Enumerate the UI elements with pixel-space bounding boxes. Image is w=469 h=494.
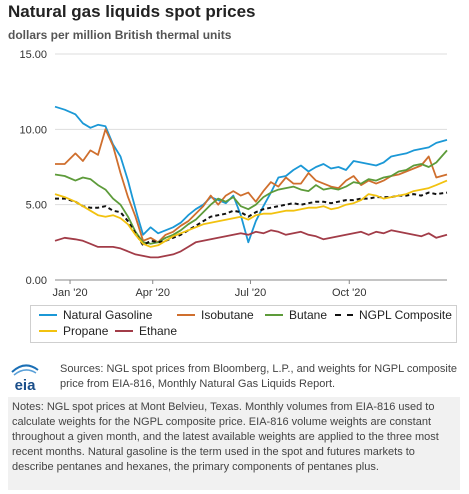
chart-subtitle: dollars per million British thermal unit…	[8, 28, 232, 42]
legend-swatch-ethane	[115, 330, 133, 332]
legend-swatch-natural-gasoline	[39, 314, 57, 316]
sources-text: Sources: NGL spot prices from Bloomberg,…	[60, 363, 457, 390]
eia-logo-text: eia	[15, 377, 37, 394]
x-tick-label: Jul '20	[235, 287, 266, 299]
x-tick-label: Oct '20	[332, 287, 367, 299]
chart-legend: Natural Gasoline Isobutane Butane NGPL C…	[30, 305, 457, 343]
legend-item-isobutane: Isobutane	[177, 308, 254, 322]
notes-text: Notes: NGL spot prices at Mont Belvieu, …	[8, 397, 460, 490]
legend-label-propane: Propane	[63, 324, 109, 338]
legend-item-natural-gasoline: Natural Gasoline	[39, 308, 152, 322]
y-tick-label: 5.00	[26, 200, 47, 212]
line-chart: 0.00 5.00 10.00 15.00 Jan '20 Apr '20 Jul '20 O…	[19, 49, 448, 299]
y-tick-label: 0.00	[26, 275, 47, 287]
legend-label-butane: Butane	[289, 308, 328, 322]
legend-swatch-butane	[265, 314, 283, 316]
legend-swatch-propane	[39, 330, 57, 332]
legend-label-ngpl-composite: NGPL Composite	[359, 308, 452, 322]
legend-swatch-isobutane	[177, 314, 195, 316]
legend-label-ethane: Ethane	[139, 324, 178, 338]
legend-item-ethane: Ethane	[115, 324, 177, 338]
legend-item-propane: Propane	[39, 324, 108, 338]
y-tick-label: 15.00	[19, 49, 47, 61]
series-line-butane	[54, 149, 448, 245]
x-tick-label: Apr '20	[135, 287, 170, 299]
x-tick-label: Jan '20	[52, 287, 87, 299]
series-line-propane	[54, 179, 448, 248]
chart-title: Natural gas liquids spot prices	[8, 2, 256, 21]
legend-label-natural-gasoline: Natural Gasoline	[63, 308, 153, 322]
y-tick-label: 10.00	[19, 124, 47, 136]
legend-item-butane: Butane	[265, 308, 327, 322]
legend-swatch-ngpl-composite	[335, 314, 353, 316]
series-line-ethane	[54, 229, 448, 259]
series-line-natural-gasoline	[54, 105, 448, 244]
legend-item-ngpl-composite: NGPL Composite	[335, 308, 452, 322]
legend-label-isobutane: Isobutane	[201, 308, 254, 322]
series-line-isobutane	[55, 128, 448, 244]
eia-logo: eia	[11, 364, 39, 394]
